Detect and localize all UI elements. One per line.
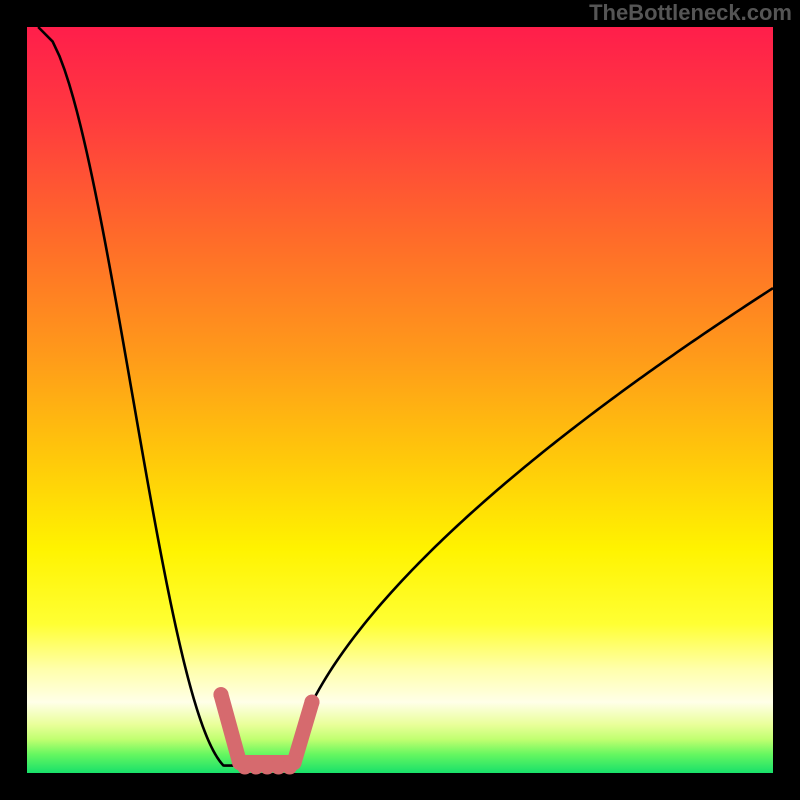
- bottleneck-chart: [0, 0, 800, 800]
- marker-end-dot-0: [213, 687, 228, 702]
- watermark-label: TheBottleneck.com: [589, 0, 792, 26]
- chart-root: TheBottleneck.com: [0, 0, 800, 800]
- marker-corner-dot-1: [287, 755, 302, 770]
- marker-end-dot-1: [304, 695, 319, 710]
- marker-corner-dot-0: [232, 755, 247, 770]
- plot-background: [27, 27, 773, 773]
